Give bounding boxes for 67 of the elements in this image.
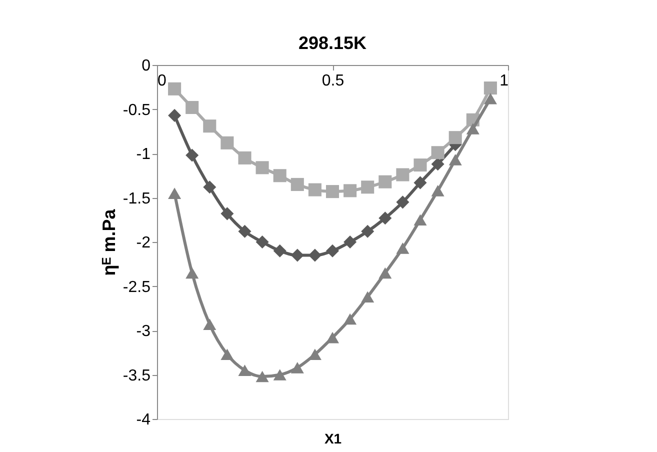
y-tick-label: -2 bbox=[136, 234, 151, 252]
point bbox=[431, 185, 444, 196]
point bbox=[186, 267, 199, 279]
y-tick-label: -2.5 bbox=[122, 278, 151, 296]
point bbox=[273, 169, 286, 182]
point bbox=[414, 214, 427, 226]
point bbox=[326, 332, 340, 344]
point bbox=[448, 154, 462, 166]
x-tick-label: 0.5 bbox=[322, 72, 344, 90]
point bbox=[448, 131, 462, 144]
point bbox=[378, 267, 392, 279]
point bbox=[378, 175, 392, 188]
point bbox=[361, 291, 374, 303]
point bbox=[308, 183, 322, 196]
point bbox=[414, 176, 427, 190]
point bbox=[484, 92, 497, 104]
point bbox=[168, 188, 182, 199]
point bbox=[378, 212, 392, 225]
x-axis-title: X1 bbox=[324, 430, 342, 446]
point bbox=[273, 369, 286, 380]
point bbox=[273, 244, 286, 258]
point bbox=[290, 362, 304, 374]
chart-title: 298.15K bbox=[298, 33, 367, 53]
y-tick-label: -4 bbox=[136, 412, 151, 428]
x-tick-label: 1 bbox=[500, 72, 509, 90]
point bbox=[396, 242, 410, 254]
point bbox=[220, 136, 234, 150]
point bbox=[256, 161, 269, 174]
point bbox=[466, 123, 480, 134]
point bbox=[220, 207, 234, 220]
point bbox=[308, 248, 322, 262]
point bbox=[203, 180, 216, 194]
point bbox=[344, 313, 357, 325]
y-tick-label: -0.5 bbox=[122, 102, 151, 119]
y-axis-title: ηᴱ m.Pa bbox=[98, 208, 119, 276]
point bbox=[431, 158, 444, 171]
point bbox=[361, 224, 374, 238]
point bbox=[256, 235, 269, 249]
point bbox=[186, 148, 199, 162]
y-tick-label: -1.5 bbox=[122, 190, 151, 208]
point bbox=[484, 81, 497, 95]
point bbox=[220, 348, 234, 360]
y-tick-label: -3.5 bbox=[122, 367, 151, 384]
point bbox=[326, 244, 340, 258]
point bbox=[361, 180, 374, 194]
point bbox=[256, 370, 269, 382]
point bbox=[238, 151, 252, 164]
point bbox=[326, 185, 340, 198]
point bbox=[238, 364, 252, 376]
point bbox=[168, 82, 182, 96]
point bbox=[414, 158, 427, 172]
point bbox=[203, 318, 216, 330]
point bbox=[396, 196, 410, 209]
y-tick-label: -3 bbox=[136, 323, 151, 340]
point bbox=[290, 248, 304, 262]
point bbox=[344, 235, 357, 249]
point bbox=[168, 108, 182, 122]
point bbox=[290, 178, 304, 191]
point bbox=[186, 100, 199, 114]
point bbox=[238, 224, 252, 238]
point bbox=[203, 120, 216, 133]
y-tick-label: -1 bbox=[136, 146, 151, 163]
y-tick-label: 0 bbox=[142, 58, 151, 74]
point bbox=[396, 168, 410, 182]
x-tick-label: 0 bbox=[158, 72, 166, 90]
point bbox=[431, 146, 444, 160]
point bbox=[344, 184, 357, 198]
